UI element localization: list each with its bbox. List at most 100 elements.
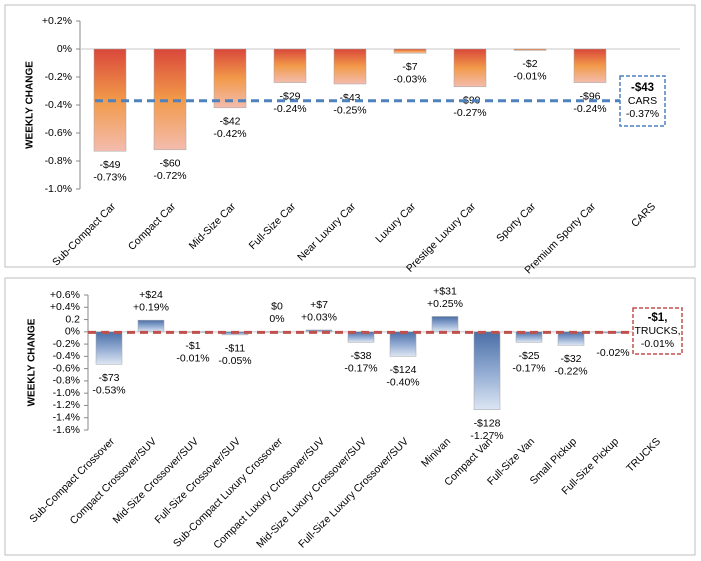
dollar-label: -$73: [98, 372, 119, 384]
y-tick-label: -0.2%: [45, 71, 72, 83]
reference-label: CARS: [628, 95, 657, 107]
x-tick-label: Compact Crossover/SUV: [68, 436, 159, 527]
y-tick-label: -1.0%: [53, 387, 80, 399]
y-tick-label: -0.6%: [45, 127, 72, 139]
y-tick-label: +0.2%: [42, 15, 72, 27]
x-tick-label: Compact Car: [126, 200, 179, 253]
panel: [4, 4, 696, 268]
y-axis-label: WEEKLY CHANGE: [25, 61, 36, 149]
bar: [431, 316, 459, 333]
bar: [513, 48, 547, 51]
x-tick-label: Mid-Size Crossover/SUV: [110, 436, 201, 527]
y-tick-label: -0.2%: [53, 338, 80, 350]
value-label: -0.02%: [596, 347, 629, 359]
reference-label: -$43: [631, 82, 654, 94]
x-tick-label: Mid-Size Car: [187, 200, 239, 252]
value-label: -0.05%: [218, 355, 251, 367]
value-label: -0.53%: [92, 385, 125, 397]
y-axis-label: WEEKLY CHANGE: [27, 318, 38, 406]
value-label: -0.01%: [176, 353, 209, 365]
y-tick-label: -1.0%: [45, 183, 72, 195]
bar: [333, 48, 367, 85]
value-label: -0.72%: [153, 170, 186, 182]
y-tick-label: -1.6%: [53, 424, 80, 436]
y-tick-label: 0.2: [65, 313, 80, 325]
x-tick-label: TRUCKS: [624, 436, 663, 475]
y-tick-label: -0.8%: [45, 155, 72, 167]
value-label: -0.40%: [386, 377, 419, 389]
bar: [389, 331, 417, 357]
x-tick-label: CARS: [629, 201, 658, 230]
dollar-label: -$124: [390, 364, 417, 376]
dollar-label: -$2: [522, 58, 537, 70]
value-label: -1.27%: [470, 430, 503, 442]
y-tick-label: -0.6%: [53, 362, 80, 374]
bar: [573, 48, 607, 83]
y-tick-label: -0.4%: [45, 99, 72, 111]
dollar-label: -$99: [459, 95, 480, 107]
dollar-label: -$1: [185, 340, 200, 352]
value-label: -0.17%: [344, 363, 377, 375]
y-tick-label: -0.8%: [53, 375, 80, 387]
value-label: -0.17%: [512, 363, 545, 375]
value-label: -0.01%: [513, 71, 546, 83]
bar: [213, 48, 247, 109]
x-tick-label: Full-Size Car: [247, 200, 299, 252]
dollar-label: +$7: [310, 299, 328, 311]
x-tick-label: Minivan: [419, 435, 453, 469]
value-label: +0.19%: [133, 301, 169, 313]
reference-box: [619, 75, 666, 127]
y-tick-label: +0.4%: [50, 301, 80, 313]
panel: [4, 277, 696, 556]
dollar-label: -$128: [474, 418, 501, 430]
dollar-label: -$38: [350, 350, 371, 362]
x-tick-label: Sub-Compact Crossover: [27, 435, 117, 525]
value-label: +0.25%: [427, 298, 463, 310]
reference-label: -0.37%: [626, 108, 659, 120]
dollar-label: +$31: [433, 285, 457, 297]
y-tick-label: -0.4%: [53, 350, 80, 362]
x-tick-label: Sub-Compact Car: [50, 200, 118, 268]
reference-label: TRUCKS,: [634, 325, 680, 337]
dollar-label: -$42: [219, 116, 240, 128]
bar: [137, 319, 165, 333]
reference-box: [632, 307, 683, 355]
value-label: -0.03%: [393, 73, 426, 85]
dollar-label: $0: [271, 301, 283, 313]
dollar-label: -$49: [99, 159, 120, 171]
x-tick-label: Full-Size Crossover/SUV: [152, 436, 243, 527]
bar: [95, 331, 123, 365]
value-label: -0.24%: [573, 103, 606, 115]
y-tick-label: 0%: [65, 326, 80, 338]
value-label: -0.22%: [554, 366, 587, 378]
y-tick-label: +0.6%: [50, 289, 80, 301]
y-tick-label: -1.2%: [53, 399, 80, 411]
y-tick-label: -1.4%: [53, 412, 80, 424]
bar: [393, 48, 427, 54]
bar: [305, 329, 333, 333]
value-label: 0%: [269, 313, 284, 325]
value-label: -0.73%: [93, 171, 126, 183]
dollar-label: +$24: [139, 289, 163, 301]
dollar-label: -$32: [560, 353, 581, 365]
value-label: -0.27%: [453, 107, 486, 119]
value-label: -0.42%: [213, 128, 246, 140]
x-tick-label: Sporty Car: [494, 200, 538, 244]
reference-label: -$1,: [648, 312, 668, 324]
value-label: -0.25%: [333, 104, 366, 116]
value-label: +0.03%: [301, 311, 337, 323]
y-tick-label: 0%: [57, 43, 72, 55]
dollar-label: -$60: [159, 158, 180, 170]
x-tick-label: Luxury Car: [373, 200, 418, 245]
bar: [153, 48, 187, 151]
bar: [515, 331, 543, 343]
reference-label: -0.01%: [641, 338, 674, 350]
x-tick-label: Near Luxury Car: [295, 200, 358, 263]
bar: [473, 331, 501, 410]
dollar-label: -$11: [225, 343, 245, 355]
bar: [273, 48, 307, 83]
bar: [453, 48, 487, 88]
value-label: -0.24%: [273, 103, 306, 115]
dollar-label: -$7: [402, 61, 417, 73]
